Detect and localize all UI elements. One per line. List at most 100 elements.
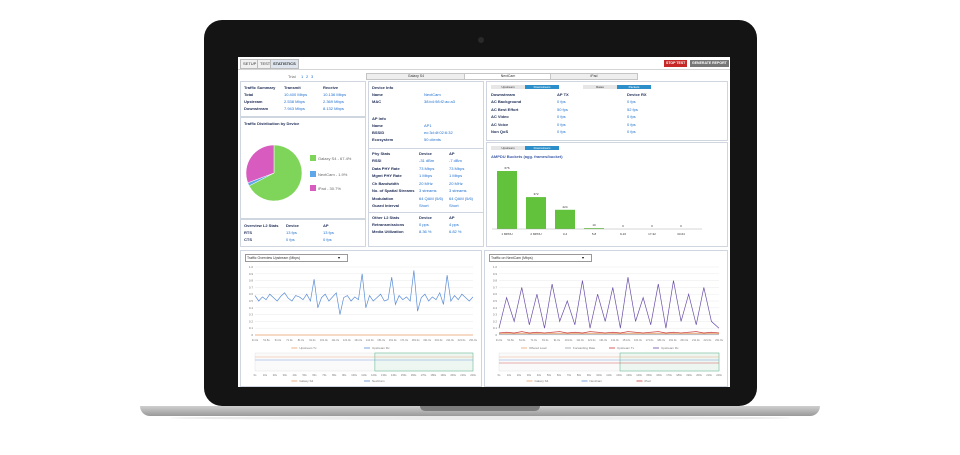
ampdu-category-label: 17-32 bbox=[648, 232, 656, 236]
laptop-notch bbox=[420, 406, 540, 411]
qos-col-aptx: AP TX bbox=[557, 92, 569, 97]
phy-row-value-a: Short bbox=[419, 203, 429, 208]
legend-label-ipad: iPad - 30.7% bbox=[318, 186, 341, 191]
di-value: NextCam bbox=[424, 92, 441, 97]
overview-x-tick-label: 130s bbox=[381, 373, 387, 377]
distribution-title: Traffic Distribution by Device bbox=[244, 121, 300, 126]
phy-row-value-b: -7 dBm bbox=[449, 158, 462, 163]
overview-x-tick-label: 160s bbox=[411, 373, 417, 377]
qos-row-label: AC Voice bbox=[491, 121, 509, 127]
ampdu-tab-downstream[interactable]: Downstream bbox=[525, 146, 559, 150]
x-tick-label: 61.0s bbox=[275, 338, 282, 342]
ampdu-bar-chart: 676 1 MPDU 372 2 MPDU 224 3-4 10 5-8 0 9-16 0 17-32… bbox=[492, 166, 702, 236]
qos-row-value-a: 0 fps bbox=[557, 129, 566, 134]
trial-page-1[interactable]: 1 bbox=[301, 74, 304, 79]
device-info-title: Device Info bbox=[372, 85, 394, 90]
right-chart-select[interactable]: Traffic on NextCam (Mbps) bbox=[489, 254, 592, 262]
overview-x-tick-label: 20s bbox=[517, 373, 522, 377]
phy-stats-title: Phy Stats bbox=[372, 151, 391, 156]
qos-tab-rates[interactable]: Rates bbox=[583, 85, 617, 89]
di-label: MAC bbox=[372, 99, 382, 104]
ts-col-receive: Receive bbox=[323, 85, 339, 90]
overview-x-tick-label: 170s bbox=[421, 373, 427, 377]
overview-x-tick-label: 100s bbox=[596, 373, 602, 377]
ap-info-title: AP Info bbox=[372, 116, 386, 121]
overview-x-tick-label: 150s bbox=[646, 373, 652, 377]
l2-row-ap: 13 fps bbox=[323, 230, 334, 235]
ampdu-bar bbox=[555, 209, 575, 229]
series-line bbox=[498, 277, 720, 329]
phy-row-value-a: 64 QAM (5/6) bbox=[419, 195, 444, 201]
x-tick-label: 211.0s bbox=[446, 338, 454, 342]
overview-x-tick-label: 120s bbox=[616, 373, 622, 377]
ol2-col-ap: AP bbox=[449, 215, 455, 220]
overview-x-tick-label: 150s bbox=[401, 373, 407, 377]
y-tick-label: 0.5 bbox=[249, 299, 254, 303]
phy-row-value-b: 20 MHz bbox=[449, 180, 463, 186]
overview-x-tick-label: 210s bbox=[706, 373, 712, 377]
x-tick-label: 41.6s bbox=[496, 338, 503, 342]
x-tick-label: 111.0s bbox=[332, 338, 340, 342]
x-tick-label: 71.0s bbox=[286, 338, 293, 342]
phy-row-value-b: 64 QAM (5/6) bbox=[449, 195, 474, 201]
l2-row-ap: 0 fps bbox=[323, 237, 332, 242]
ampdu-bar bbox=[584, 228, 604, 229]
ap-label: Ecosystem bbox=[372, 137, 394, 142]
legend-label: Upstream Tx bbox=[299, 346, 317, 350]
y-tick-label: 0 bbox=[251, 333, 253, 337]
qos-tab-packets[interactable]: Packets bbox=[617, 85, 651, 89]
l2-col-ap: AP bbox=[323, 223, 329, 228]
left-line-chart: 0 0.1 0.2 0.3 0.4 0.5 0.6 0.7 0.8 0.9 1.0 41.6s 51.8… bbox=[249, 265, 478, 383]
device-tab-galaxy[interactable]: Galaxy S4 bbox=[366, 73, 466, 80]
trial-page-3[interactable]: 3 bbox=[311, 74, 314, 79]
device-tab-nextcam[interactable]: NextCam bbox=[464, 73, 552, 80]
overview-x-tick-label: 30s bbox=[527, 373, 532, 377]
x-tick-label: 51.8s bbox=[507, 338, 514, 342]
ts-row-rx: 8.132 Mbps bbox=[323, 106, 344, 111]
ampdu-bar-label: 10 bbox=[592, 223, 596, 227]
y-tick-label: 0.9 bbox=[493, 272, 498, 276]
ap-value: AP1 bbox=[424, 123, 432, 128]
qos-row-value-a: 50 fps bbox=[557, 106, 568, 112]
qos-tab-upstream[interactable]: Upstream bbox=[491, 85, 525, 89]
tab-statistics[interactable]: STATISTICS bbox=[270, 59, 299, 69]
ts-row-tx: 7.943 Mbps bbox=[284, 106, 305, 111]
overview-x-tick-label: 200s bbox=[450, 373, 456, 377]
qos-row-value-b: 52 fps bbox=[627, 106, 638, 112]
chevron-down-icon[interactable]: ▾ bbox=[338, 255, 341, 260]
phy-row-value-a: 1 Mbps bbox=[419, 173, 433, 178]
overview-x-tick-label: 120s bbox=[371, 373, 377, 377]
series-line bbox=[498, 331, 720, 334]
ampdu-bar-label: 0 bbox=[622, 224, 624, 228]
y-tick-label: 0 bbox=[495, 333, 497, 337]
overview-x-tick-label: 80s bbox=[577, 373, 582, 377]
l2-stats-title: Overview L2 Stats bbox=[244, 223, 279, 228]
ampdu-tab-upstream[interactable]: Upstream bbox=[491, 146, 525, 150]
legend-label: Forwarding Rate bbox=[573, 346, 596, 350]
overview-x-tick-label: 190s bbox=[686, 373, 692, 377]
overview-x-tick-label: 220s bbox=[470, 373, 476, 377]
generate-report-button[interactable]: GENERATE REPORT bbox=[690, 60, 729, 67]
overview-x-tick-label: 10s bbox=[507, 373, 512, 377]
x-tick-label: 151.0s bbox=[377, 338, 385, 342]
qos-row-label: AC Video bbox=[491, 114, 509, 119]
laptop-shadow bbox=[170, 416, 790, 420]
stop-test-button[interactable]: STOP TEST bbox=[664, 60, 688, 67]
phy-row-value-b: Short bbox=[449, 203, 459, 208]
ol2-col-device: Device bbox=[419, 215, 432, 220]
ampdu-bar-label: 224 bbox=[562, 205, 567, 209]
x-tick-label: 51.8s bbox=[263, 338, 270, 342]
device-tab-ipad[interactable]: iPad bbox=[550, 73, 638, 80]
left-chart-select[interactable]: Traffic Overview Upstream (Mbps) bbox=[245, 254, 348, 262]
x-tick-label: 91.0s bbox=[554, 338, 561, 342]
qos-tab-downstream[interactable]: Downstream bbox=[525, 85, 559, 89]
trial-page-2[interactable]: 2 bbox=[306, 74, 309, 79]
overview-legend-label: NextCam bbox=[372, 379, 385, 383]
phy-row-label: Modulation bbox=[372, 195, 394, 201]
y-tick-label: 0.3 bbox=[493, 313, 498, 317]
legend-label: Upstream Tx bbox=[617, 346, 635, 350]
x-tick-label: 41.6s bbox=[252, 338, 259, 342]
overview-legend-label: NextCam bbox=[590, 379, 603, 383]
chevron-down-icon[interactable]: ▾ bbox=[582, 255, 585, 260]
legend-label-galaxy: Galaxy S4 - 67.4% bbox=[318, 156, 352, 161]
